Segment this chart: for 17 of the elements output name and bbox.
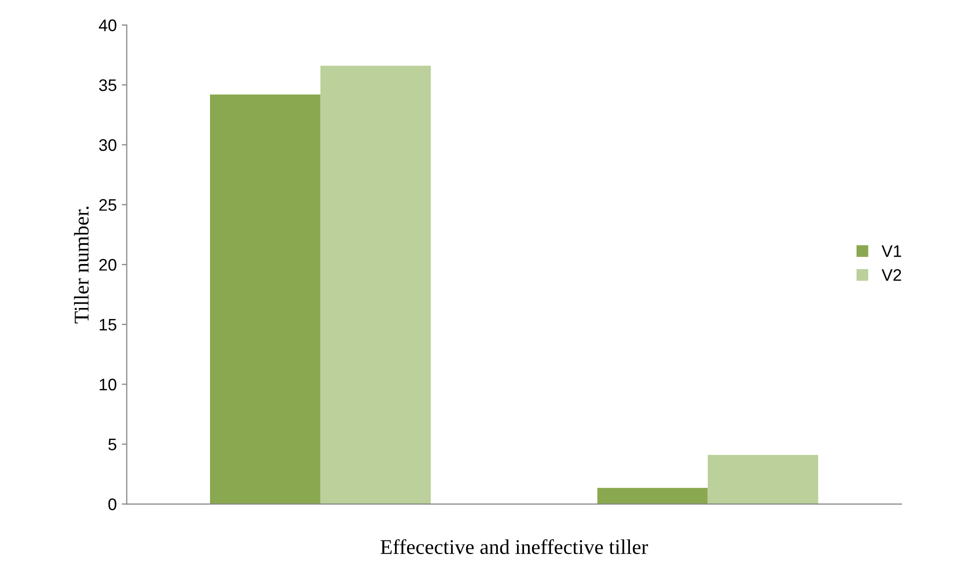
- bar: [320, 66, 431, 504]
- y-tick-label: 30: [99, 139, 116, 151]
- bar: [708, 454, 818, 504]
- y-tick-label: 10: [100, 378, 116, 390]
- bar: [210, 94, 320, 504]
- y-tick-label: 40: [98, 19, 116, 32]
- y-tick-label: 35: [99, 79, 116, 92]
- legend-label: V1: [882, 245, 902, 257]
- y-tick-label: 5: [108, 438, 116, 450]
- y-tick-label: 20: [99, 258, 116, 271]
- y-axis-title: Tiller number.: [74, 206, 89, 324]
- x-axis-title: Effecective and ineffective tiller: [380, 539, 648, 554]
- y-tick-label: 0: [108, 498, 116, 510]
- legend-label: V2: [882, 269, 902, 281]
- bar: [597, 488, 708, 504]
- y-tick-label: 25: [99, 199, 116, 211]
- y-tick-label: 15: [100, 318, 116, 331]
